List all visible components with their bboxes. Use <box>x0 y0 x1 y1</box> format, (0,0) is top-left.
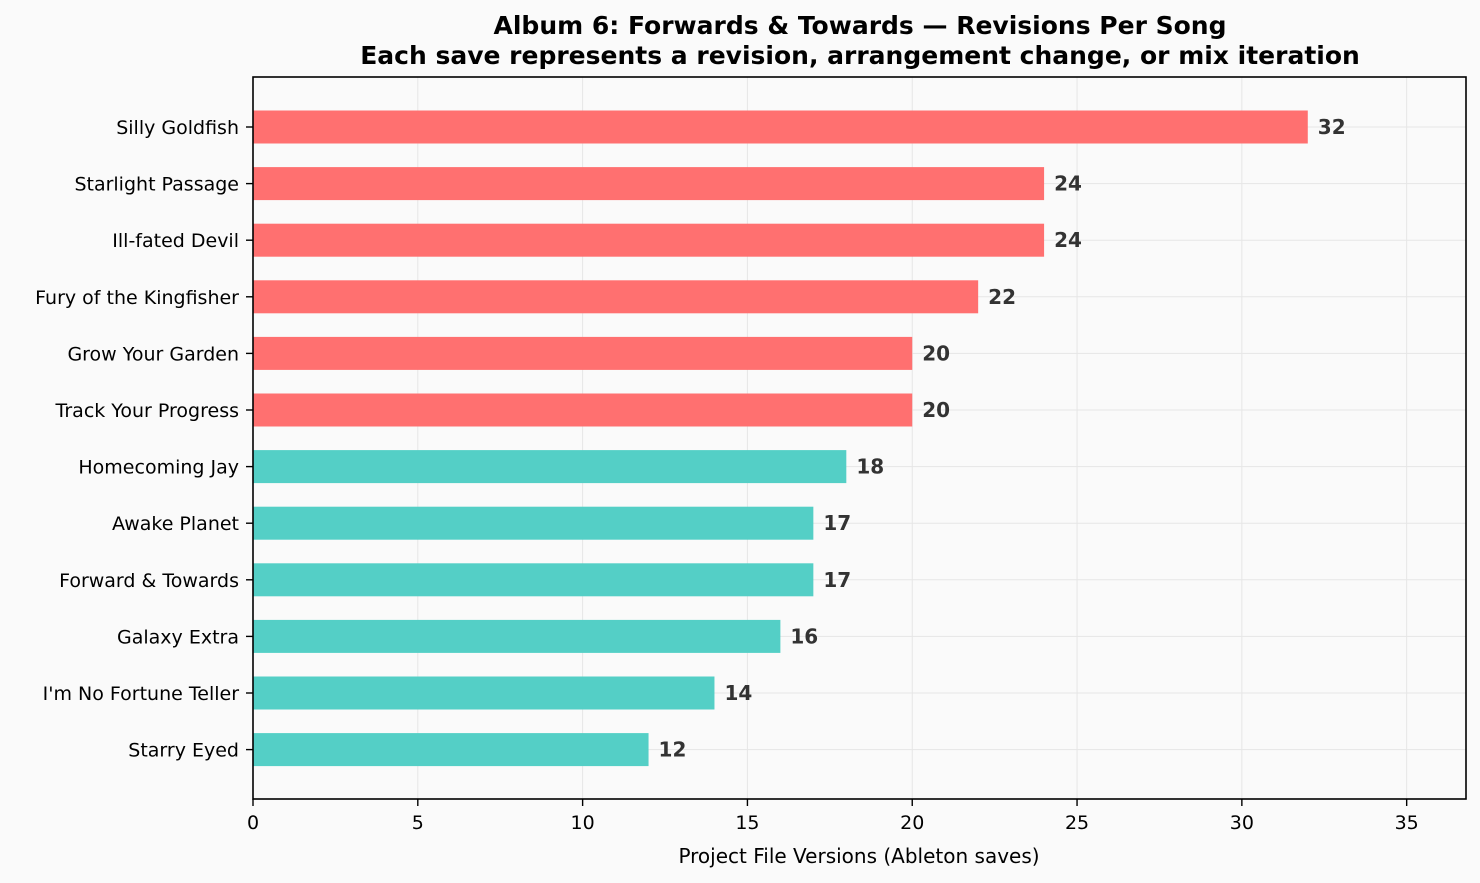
bar <box>253 733 649 767</box>
plot-frame <box>252 76 1467 800</box>
y-tick-label: Track Your Progress <box>55 400 239 422</box>
x-axis-ticks: 0 5 10 15 20 25 30 35 <box>247 799 1419 834</box>
bar <box>253 563 814 597</box>
bar <box>253 393 913 427</box>
y-tick-label: Forward & Towards <box>59 570 239 592</box>
bar <box>253 336 913 370</box>
y-tick-label: Grow Your Garden <box>67 343 239 365</box>
y-tick-label: Starry Eyed <box>128 740 239 762</box>
y-tick-label: I'm No Fortune Teller <box>43 683 240 705</box>
y-tick-label: Starlight Passage <box>74 174 239 196</box>
x-tick-label: 0 <box>247 812 259 834</box>
x-tick-label: 35 <box>1395 812 1419 834</box>
x-tick-label: 20 <box>900 812 924 834</box>
y-tick-label: Ill-fated Devil <box>112 230 239 252</box>
y-axis-ticks: Silly Goldfish Starlight Passage Ill-fated… <box>35 117 253 762</box>
bar <box>253 676 715 710</box>
bar-value-label: 16 <box>790 624 818 648</box>
bar <box>253 619 781 653</box>
y-tick-label: Homecoming Jay <box>78 457 239 479</box>
bar-value-label: 24 <box>1054 228 1082 252</box>
bar <box>253 167 1045 201</box>
y-tick-label: Fury of the Kingfisher <box>35 287 239 309</box>
x-axis-label: Project File Versions (Ableton saves) <box>678 844 1039 868</box>
bar-value-label: 20 <box>922 398 950 422</box>
x-tick-label: 30 <box>1230 812 1254 834</box>
y-tick-label: Silly Goldfish <box>116 117 239 139</box>
bar-value-label: 14 <box>724 681 752 705</box>
value-labels: 32 24 24 22 20 20 18 17 17 16 14 12 <box>659 115 1346 762</box>
chart-subtitle: Each save represents a revision, arrange… <box>360 41 1360 70</box>
bar-value-label: 17 <box>823 568 851 592</box>
bar <box>253 506 814 540</box>
bar-value-label: 18 <box>856 455 884 479</box>
bar-value-label: 32 <box>1318 115 1346 139</box>
bar <box>253 110 1308 144</box>
y-tick-label: Awake Planet <box>112 513 239 535</box>
bar-value-label: 24 <box>1054 172 1082 196</box>
bar-value-label: 17 <box>823 511 851 535</box>
bar <box>253 450 847 484</box>
bar-value-label: 12 <box>659 738 687 762</box>
x-tick-label: 25 <box>1065 812 1089 834</box>
x-tick-label: 5 <box>412 812 424 834</box>
bar-value-label: 22 <box>988 285 1016 309</box>
bars <box>253 110 1308 767</box>
bar-value-label: 20 <box>922 341 950 365</box>
bar <box>253 280 979 314</box>
x-tick-label: 10 <box>571 812 595 834</box>
chart-title: Album 6: Forwards & Towards — Revisions … <box>494 11 1227 40</box>
bar <box>253 223 1045 257</box>
x-tick-label: 15 <box>735 812 759 834</box>
y-tick-label: Galaxy Extra <box>117 626 239 648</box>
